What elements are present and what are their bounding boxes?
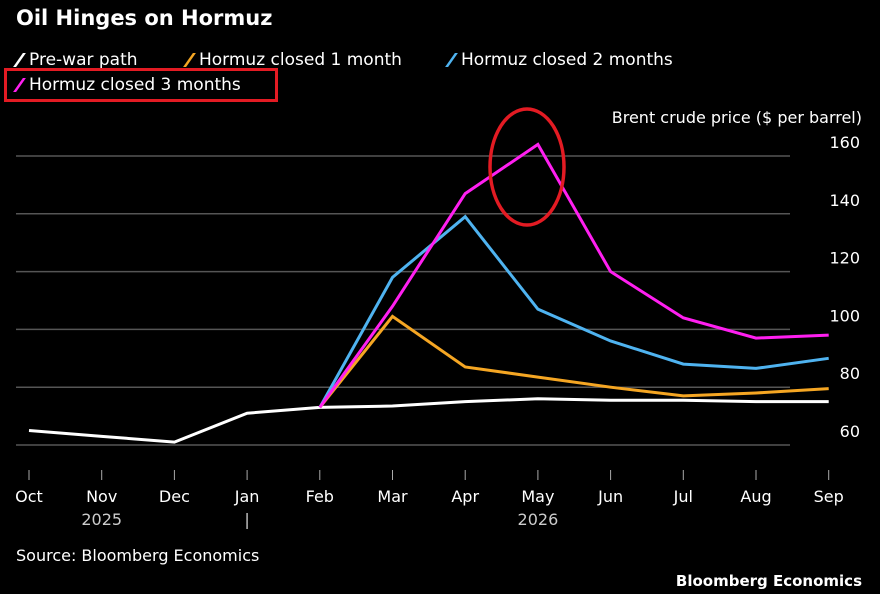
highlight-box [4, 68, 278, 102]
chart-title: Oil Hinges on Hormuz [16, 6, 273, 30]
x-tick-label: Mar [377, 487, 408, 506]
highlight-circle [488, 107, 566, 227]
legend-label: Hormuz closed 1 month [199, 50, 402, 70]
legend-label: Hormuz closed 2 months [461, 50, 673, 70]
y-axis-label: Brent crude price ($ per barrel) [611, 108, 862, 127]
y-tick-label: 80 [840, 364, 860, 383]
x-tick-label: Jul [673, 487, 693, 506]
legend-item-2-months: Hormuz closed 2 months [445, 50, 673, 70]
x-tick-label: May [521, 487, 554, 506]
source-note: Source: Bloomberg Economics [16, 546, 260, 565]
x-tick-label: Jan [234, 487, 260, 506]
legend-label: Hormuz closed 3 months [29, 75, 241, 95]
y-tick-label: 120 [829, 249, 860, 268]
legend-item-pre-war: Pre-war path [13, 50, 138, 70]
x-tick-label: Aug [740, 487, 771, 506]
series-line-2 [318, 314, 829, 409]
x-tick-label: Apr [451, 487, 479, 506]
series-line-4 [318, 142, 829, 409]
y-tick-label: 160 [829, 133, 860, 152]
x-tick-label: Dec [159, 487, 190, 506]
year-label: 2025 [81, 510, 122, 529]
legend-item-3-months: Hormuz closed 3 months [13, 75, 241, 95]
x-tick-label: Oct [15, 487, 43, 506]
series-line-3 [318, 214, 829, 409]
x-tick-label: Feb [306, 487, 334, 506]
y-tick-label: 60 [840, 422, 860, 441]
x-tick-label: Sep [814, 487, 844, 506]
year-label: 2026 [518, 510, 559, 529]
brand-logo: Bloomberg Economics [675, 572, 862, 590]
series-line-1 [28, 397, 829, 444]
x-tick-label: Jun [597, 487, 623, 506]
year-divider: | [244, 510, 249, 529]
legend-label: Pre-war path [29, 50, 138, 70]
legend-item-1-month: Hormuz closed 1 month [183, 50, 402, 70]
y-tick-label: 140 [829, 191, 860, 210]
y-tick-label: 100 [829, 306, 860, 325]
x-tick-label: Nov [86, 487, 117, 506]
